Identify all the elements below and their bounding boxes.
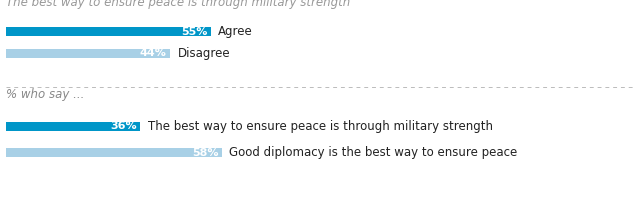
FancyBboxPatch shape <box>6 122 140 131</box>
Text: % who say ...: % who say ... <box>6 88 84 101</box>
Text: 55%: 55% <box>181 27 207 37</box>
Text: 44%: 44% <box>140 48 166 58</box>
FancyBboxPatch shape <box>6 27 211 36</box>
Text: Disagree: Disagree <box>177 47 230 60</box>
FancyBboxPatch shape <box>6 148 221 157</box>
FancyBboxPatch shape <box>6 49 170 58</box>
Text: Agree: Agree <box>218 25 253 38</box>
Text: 36%: 36% <box>110 121 137 131</box>
Text: The best way to ensure peace is through military strength: The best way to ensure peace is through … <box>6 0 351 9</box>
Text: Good diplomacy is the best way to ensure peace: Good diplomacy is the best way to ensure… <box>229 146 518 159</box>
Text: 58%: 58% <box>192 148 218 158</box>
Text: The best way to ensure peace is through military strength: The best way to ensure peace is through … <box>148 120 493 133</box>
